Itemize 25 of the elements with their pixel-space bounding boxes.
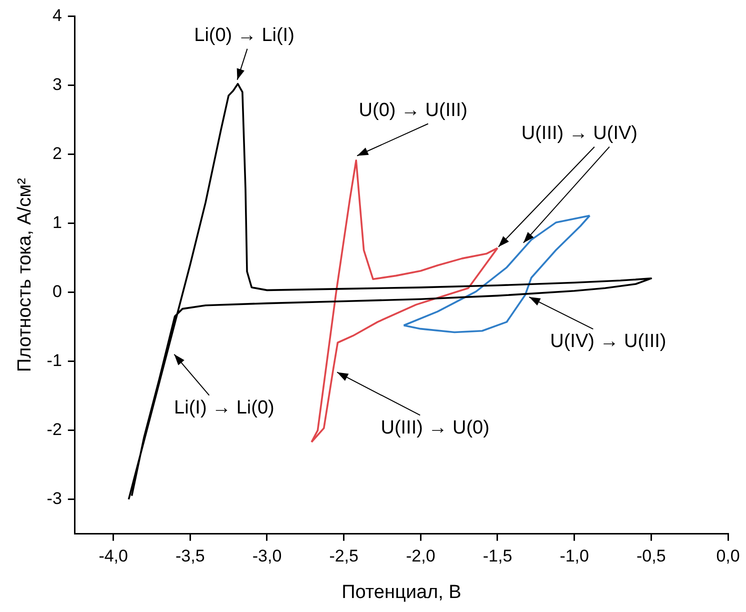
annotation: U(III) → U(IV) — [521, 123, 638, 144]
y-axis-title: Плотность тока, А/см² — [14, 178, 36, 372]
annotation: U(0) → U(III) — [358, 100, 468, 121]
x-tick-label: -2,0 — [406, 546, 436, 566]
y-tick-label: 1 — [52, 212, 62, 232]
annotation: Li(I) → Li(0) — [174, 398, 274, 419]
x-tick-label: -3,5 — [176, 546, 205, 566]
x-tick-label: -2,5 — [329, 546, 358, 566]
annotation: U(III) → U(0) — [380, 417, 490, 438]
y-tick-label: -2 — [46, 420, 62, 439]
y-tick-label: 3 — [52, 74, 62, 94]
x-tick-label: -4,0 — [98, 546, 128, 566]
x-tick-label: -1,0 — [560, 546, 589, 566]
annotation: Li(0) → Li(I) — [194, 25, 294, 46]
y-tick-label: 4 — [52, 6, 62, 25]
y-tick-label: 2 — [52, 144, 62, 163]
x-tick-label: -0,5 — [636, 546, 666, 566]
y-tick-label: 0 — [52, 282, 62, 301]
y-tick-label: -1 — [46, 350, 62, 370]
x-axis-title: Потенциал, В — [342, 582, 462, 603]
annotation: U(IV) → U(III) — [550, 331, 666, 352]
x-tick-label: -3,0 — [252, 546, 282, 566]
x-tick-label: 0,0 — [716, 546, 740, 566]
x-tick-label: -1,5 — [482, 546, 512, 566]
y-tick-label: -3 — [46, 488, 62, 508]
